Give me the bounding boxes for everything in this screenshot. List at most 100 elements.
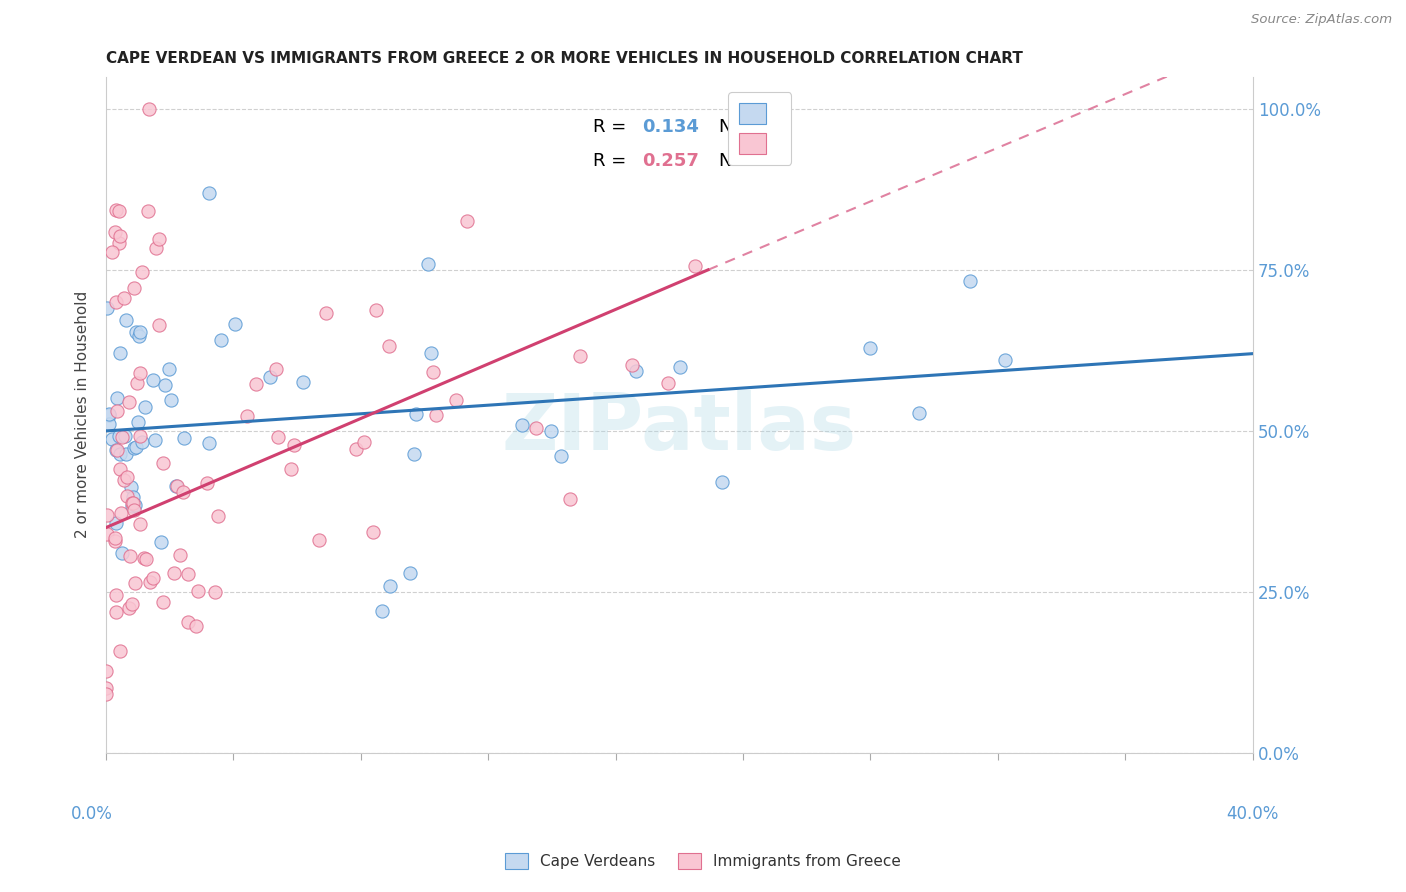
Point [124,502,146,516]
Point [236,409,259,423]
Point [152,456,174,470]
Legend: Cape Verdeans, Immigrants from Greece: Cape Verdeans, Immigrants from Greece [499,847,907,875]
Point [108,429,131,443]
Point [245,376,267,391]
Point [710,475,733,490]
Point [142,571,165,585]
Point [186,618,208,632]
Text: N =: N = [720,119,759,136]
Point [98,408,121,422]
Point [195,476,218,491]
Point [143,433,166,447]
Point [108,235,131,250]
Text: 0.0%: 0.0% [70,805,112,822]
Point [121,496,143,510]
Point [97,409,120,423]
Point [169,548,191,562]
Point [264,362,287,376]
Point [128,366,150,380]
Point [280,462,302,476]
Point [96,527,118,541]
Point [859,341,882,355]
Point [111,546,134,560]
Point [420,346,443,360]
Point [364,302,387,317]
Point [404,446,426,460]
Point [152,595,174,609]
Text: ZIPatlas: ZIPatlas [502,391,856,467]
Point [165,479,187,493]
Point [105,516,128,530]
Text: 0.257: 0.257 [643,153,700,170]
Point [266,430,288,444]
Point [177,566,200,581]
Point [207,508,229,523]
Point [209,333,232,347]
Point [163,566,186,581]
Point [115,447,138,461]
Point [104,606,127,620]
Point [959,274,981,288]
Point [569,349,592,363]
Point [224,317,246,331]
Point [148,318,170,332]
Point [94,687,117,701]
Point [96,508,118,523]
Point [96,301,118,315]
Point [101,432,124,446]
Point [129,428,152,442]
Point [425,408,447,422]
Point [127,415,149,429]
Point [122,490,145,504]
Point [308,533,330,547]
Point [166,479,188,493]
Point [540,425,562,439]
Point [139,575,162,590]
Point [157,362,180,376]
Point [114,429,136,443]
Point [524,421,547,435]
Point [131,435,153,450]
Point [94,664,117,678]
Point [117,394,139,409]
Text: 40.0%: 40.0% [1226,805,1279,822]
Text: CAPE VERDEAN VS IMMIGRANTS FROM GREECE 2 OR MORE VEHICLES IN HOUSEHOLD CORRELATI: CAPE VERDEAN VS IMMIGRANTS FROM GREECE 2… [105,51,1022,66]
Point [621,358,644,372]
Point [104,443,127,458]
Point [172,484,194,499]
Text: Source: ZipAtlas.com: Source: ZipAtlas.com [1251,13,1392,27]
Point [101,244,124,259]
Text: 85: 85 [758,153,783,170]
Point [122,281,145,295]
Point [134,551,156,566]
Point [105,294,128,309]
Point [104,588,127,602]
Point [155,377,177,392]
Point [283,437,305,451]
Point [550,449,572,463]
Point [378,339,401,353]
Point [626,364,648,378]
Point [110,447,132,461]
Point [134,400,156,414]
Point [353,435,375,450]
Point [94,681,117,696]
Point [105,404,128,418]
Text: N =: N = [720,153,759,170]
Point [135,552,157,566]
Point [128,329,150,343]
Point [136,203,159,218]
Point [122,496,145,510]
Point [683,260,706,274]
Point [118,601,141,615]
Point [104,533,127,548]
Y-axis label: 2 or more Vehicles in Household: 2 or more Vehicles in Household [75,291,90,539]
Point [121,597,143,611]
Point [114,313,136,327]
Point [187,583,209,598]
Point [120,480,142,494]
Point [380,579,402,593]
Point [399,566,422,580]
Point [344,442,367,456]
Point [657,376,679,391]
